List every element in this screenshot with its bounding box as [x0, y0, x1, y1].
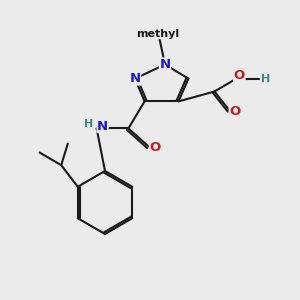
- Text: N: N: [97, 119, 108, 133]
- Text: H: H: [261, 74, 270, 84]
- Text: O: O: [229, 105, 241, 119]
- Text: methyl: methyl: [136, 28, 179, 39]
- Text: H: H: [84, 119, 93, 129]
- Text: N: N: [129, 72, 141, 85]
- Text: N: N: [159, 58, 171, 71]
- Text: O: O: [149, 141, 161, 154]
- Text: O: O: [234, 69, 245, 82]
